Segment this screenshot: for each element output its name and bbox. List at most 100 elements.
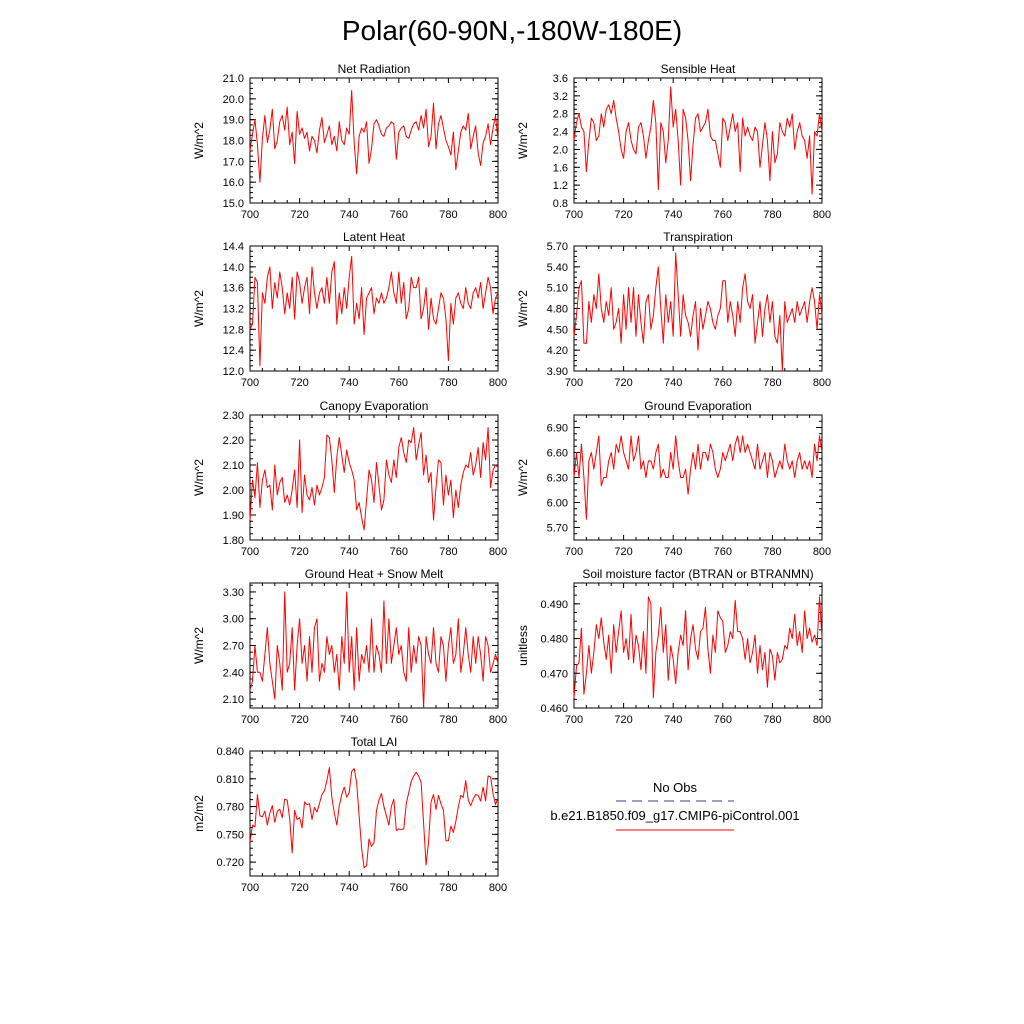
y-tick-label: 19.0: [223, 115, 244, 127]
x-tick-label: 760: [714, 546, 732, 558]
x-tick-label: 800: [489, 714, 507, 726]
y-tick-label: 4.80: [547, 304, 568, 316]
x-tick-label: 720: [290, 546, 308, 558]
x-tick-label: 780: [439, 546, 457, 558]
y-tick-label: 2.30: [223, 410, 244, 422]
y-tick-label: 13.2: [223, 304, 244, 316]
y-tick-label: 21.0: [223, 73, 244, 85]
x-tick-label: 700: [565, 546, 583, 558]
x-tick-label: 720: [614, 714, 632, 726]
y-tick-label: 6.90: [547, 423, 568, 435]
panel-net-radiation: Net Radiation W/m^2 700 720 740 760 780 800 15.0…: [192, 62, 507, 221]
y-tick-label: 3.30: [223, 587, 244, 599]
y-tick-label: 0.490: [540, 599, 568, 611]
y-tick-label: 0.840: [216, 746, 244, 758]
x-tick-label: 800: [813, 377, 831, 389]
panel-title: Transpiration: [663, 230, 733, 244]
x-tick-label: 800: [489, 882, 507, 894]
series-line: [573, 596, 823, 699]
y-tick-label: 6.30: [547, 473, 568, 485]
y-tick-label: 2.70: [223, 641, 244, 653]
x-tick-label: 720: [290, 882, 308, 894]
y-tick-label: 5.70: [547, 523, 568, 535]
y-tick-label: 17.0: [223, 156, 244, 168]
y-tick-label: 14.4: [223, 241, 244, 253]
y-tick-label: 3.2: [553, 91, 568, 103]
y-tick-label: 12.8: [223, 324, 244, 336]
x-tick-label: 780: [439, 714, 457, 726]
x-tick-label: 700: [241, 377, 259, 389]
y-tick-label: 1.90: [223, 510, 244, 522]
y-tick-label: 0.470: [540, 668, 568, 680]
y-tick-label: 0.460: [540, 703, 568, 715]
y-tick-label: 2.4: [553, 127, 568, 139]
y-tick-label: 18.0: [223, 136, 244, 148]
x-tick-label: 720: [290, 209, 308, 221]
x-tick-label: 740: [340, 377, 358, 389]
x-tick-label: 740: [664, 546, 682, 558]
y-tick-label: 3.6: [553, 73, 568, 85]
panel-title: Ground Evaporation: [644, 399, 751, 413]
y-tick-label: 2.20: [223, 435, 244, 447]
x-tick-label: 780: [439, 209, 457, 221]
x-tick-label: 700: [565, 377, 583, 389]
x-tick-label: 720: [614, 546, 632, 558]
y-axis-label: unitless: [516, 625, 530, 666]
y-tick-label: 0.8: [553, 198, 568, 210]
panel-canopy-evaporation: Canopy Evaporation W/m^2 700 720 740 760 780 80…: [192, 399, 507, 558]
y-axis-label: W/m^2: [192, 122, 206, 159]
x-tick-label: 800: [813, 714, 831, 726]
y-axis-label: W/m^2: [192, 290, 206, 327]
x-tick-label: 780: [763, 377, 781, 389]
y-tick-label: 15.0: [223, 198, 244, 210]
y-tick-label: 3.00: [223, 614, 244, 626]
x-tick-label: 800: [489, 209, 507, 221]
y-tick-label: 0.750: [216, 829, 244, 841]
x-tick-label: 740: [664, 714, 682, 726]
series-line: [249, 427, 499, 531]
y-axis-label: W/m^2: [516, 459, 530, 496]
x-tick-label: 760: [714, 714, 732, 726]
y-tick-label: 1.6: [553, 162, 568, 174]
x-tick-label: 740: [340, 209, 358, 221]
y-tick-label: 12.0: [223, 366, 244, 378]
panels: Net Radiation W/m^2 700 720 740 760 780 800 15.0…: [192, 62, 831, 894]
y-tick-label: 5.10: [547, 283, 568, 295]
legend-label-model: b.e21.B1850.f09_g17.CMIP6-piControl.001: [550, 808, 799, 823]
y-axis-label: W/m^2: [192, 627, 206, 664]
x-tick-label: 720: [614, 377, 632, 389]
y-axis-label: m2/m2: [192, 795, 206, 832]
y-tick-label: 0.480: [540, 634, 568, 646]
panel-title: Net Radiation: [338, 62, 411, 76]
y-tick-label: 1.2: [553, 180, 568, 192]
x-tick-label: 800: [489, 546, 507, 558]
x-tick-label: 740: [340, 882, 358, 894]
x-tick-label: 700: [241, 209, 259, 221]
y-tick-label: 13.6: [223, 283, 244, 295]
y-axis-label: W/m^2: [516, 290, 530, 327]
series-line: [249, 90, 499, 183]
x-tick-label: 760: [390, 209, 408, 221]
y-tick-label: 3.90: [547, 366, 568, 378]
y-tick-label: 4.20: [547, 345, 568, 357]
x-tick-label: 700: [241, 714, 259, 726]
series-line: [573, 86, 823, 195]
panel-title: Latent Heat: [343, 230, 406, 244]
series-line: [249, 255, 499, 367]
x-tick-label: 700: [565, 209, 583, 221]
x-tick-label: 700: [241, 546, 259, 558]
panel-total-lai: Total LAI m2/m2 700 720 740 760 780 800 0.720 0.7…: [192, 735, 507, 894]
panel-soil-moisture-factor-btran-or-btranmn: Soil moisture factor (BTRAN or BTRANMN) u…: [516, 567, 831, 726]
y-tick-label: 6.00: [547, 498, 568, 510]
y-tick-label: 1.80: [223, 535, 244, 547]
x-tick-label: 780: [763, 546, 781, 558]
panel-ground-heat-snow-melt: Ground Heat + Snow Melt W/m^2 700 720 740 760…: [192, 567, 507, 726]
figure-title: Polar(60-90N,-180W-180E): [342, 15, 682, 46]
panel-title: Canopy Evaporation: [320, 399, 429, 413]
y-tick-label: 4.50: [547, 324, 568, 336]
x-tick-label: 760: [390, 882, 408, 894]
x-tick-label: 760: [390, 546, 408, 558]
series-line: [249, 767, 499, 869]
y-tick-label: 0.810: [216, 774, 244, 786]
y-tick-label: 2.10: [223, 694, 244, 706]
